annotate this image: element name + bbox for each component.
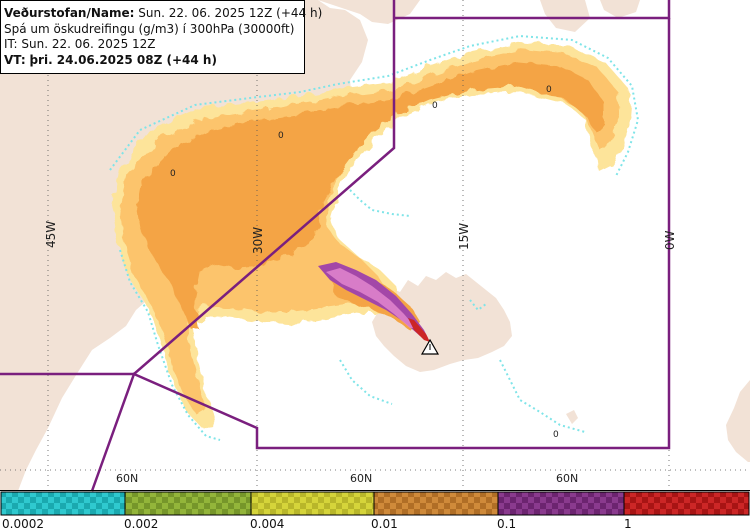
cyan-speckle-path <box>109 34 640 177</box>
legend-tick-0: 0.0002 <box>2 517 44 531</box>
forecast-description: Spá um öskudreifingu (g/m3) í 300hPa (30… <box>4 21 295 36</box>
contour-label: 0 <box>546 85 552 95</box>
concentration-legend <box>0 491 750 516</box>
legend-tick-1: 0.002 <box>124 517 159 531</box>
iceland-land <box>372 272 512 372</box>
cyan-speckle-path <box>339 359 393 405</box>
ash-plume-orange-core <box>136 62 604 330</box>
latitude-label-60n: 60N <box>116 472 138 485</box>
arctic-island-2 <box>600 0 640 18</box>
cyan-speckles <box>109 34 640 441</box>
fir-boundary-east <box>90 18 671 492</box>
forecast-name-value: Sun. 22. 06. 2025 12Z (+44 h) <box>138 6 323 20</box>
longitude-label-45w: 45W <box>44 221 58 248</box>
svalbard-island <box>540 0 590 32</box>
cyan-speckle-path <box>499 359 586 433</box>
legend-swatch-0 <box>0 491 126 516</box>
fir-boundary <box>0 0 671 492</box>
legend-tick-labels: 0.0002 0.002 0.004 0.01 0.1 1 <box>0 516 750 532</box>
latitude-label-60n: 60N <box>556 472 578 485</box>
legend-swatch-3 <box>373 491 499 516</box>
ash-plume-pink-edge <box>326 268 416 328</box>
legend-tick-5: 1 <box>624 517 632 531</box>
forecast-name-label: Veðurstofan/Name: <box>4 6 135 20</box>
faroe-islands <box>566 410 578 424</box>
forecast-name-line: Veðurstofan/Name: Sun. 22. 06. 2025 12Z … <box>4 6 322 22</box>
longitude-label-0w: 0W <box>663 230 677 250</box>
legend-swatch-2 <box>250 491 375 516</box>
legend-tick-4: 0.1 <box>497 517 517 531</box>
latitude-label-60n: 60N <box>350 472 372 485</box>
contour-label: 0 <box>553 430 559 440</box>
legend-swatch-1 <box>124 491 252 516</box>
forecast-info-box: Veðurstofan/Name: Sun. 22. 06. 2025 12Z … <box>0 0 322 74</box>
contour-label: 0 <box>278 131 284 141</box>
norway-coast <box>726 380 750 462</box>
cyan-speckle-path <box>349 189 411 217</box>
longitude-label-15w: 15W <box>457 223 471 250</box>
legend-swatch-4 <box>497 491 625 516</box>
forecast-valid-value: þri. 24.06.2025 08Z (+44 h) <box>29 52 217 67</box>
longitude-label-30w: 30W <box>251 227 265 254</box>
forecast-valid-label: VT: <box>4 52 26 67</box>
legend-tick-3: 0.01 <box>371 517 398 531</box>
contour-label: 0 <box>170 169 176 179</box>
forecast-valid-line: VT: þri. 24.06.2025 08Z (+44 h) <box>4 53 304 69</box>
ash-plume-red-streak <box>408 318 430 342</box>
legend-tick-2: 0.004 <box>250 517 285 531</box>
legend-swatch-5 <box>623 491 750 516</box>
contour-label: 0 <box>432 101 438 111</box>
forecast-initial-time: IT: Sun. 22. 06. 2025 12Z <box>4 37 156 51</box>
fir-boundary-main <box>0 0 396 376</box>
